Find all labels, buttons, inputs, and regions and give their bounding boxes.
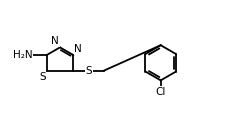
Text: H₂N: H₂N bbox=[13, 50, 32, 60]
Text: Cl: Cl bbox=[155, 87, 166, 97]
Text: S: S bbox=[86, 66, 92, 75]
Text: S: S bbox=[39, 72, 46, 82]
Text: N: N bbox=[74, 44, 82, 54]
Text: N: N bbox=[51, 36, 59, 46]
